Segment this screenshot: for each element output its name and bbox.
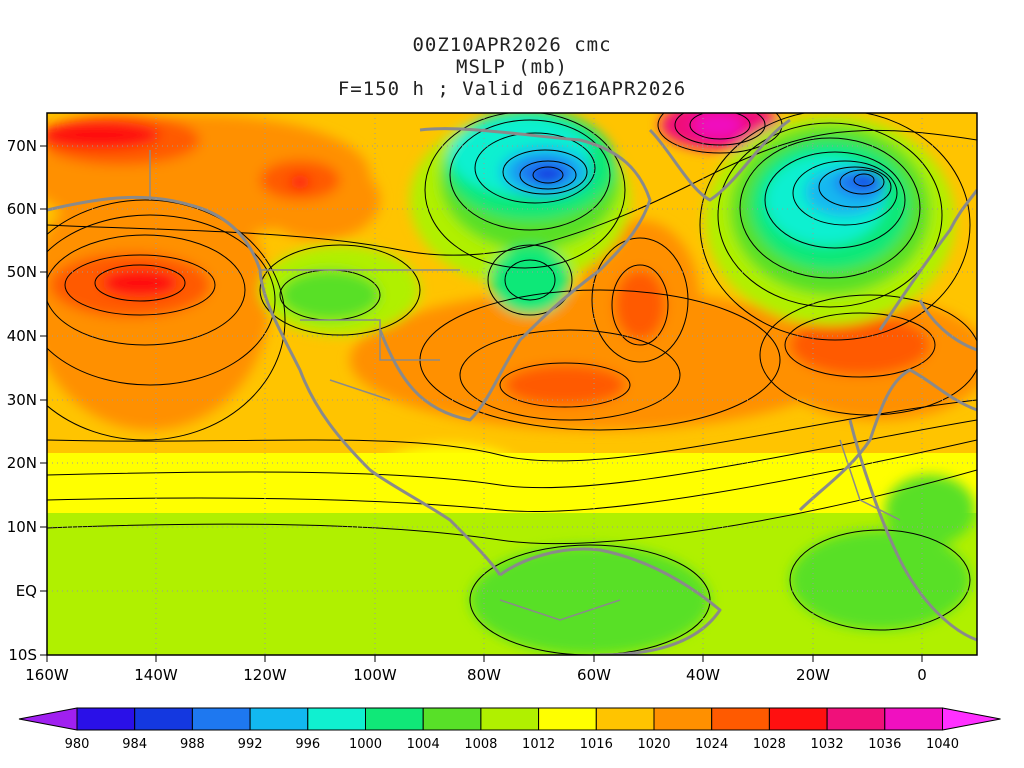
colorbar-label: 988	[180, 737, 205, 752]
longitude-labels: 160W 140W 120W 100W 80W 60W 40W 20W 0	[25, 666, 927, 684]
lat-label: 10S	[8, 646, 37, 664]
map-title: 00Z10APR2026 cmc MSLP (mb) F=150 h ; Val…	[0, 34, 1024, 100]
colorbar-swatch	[249, 707, 309, 731]
lat-label: 10N	[7, 518, 37, 536]
colorbar-label: 1036	[868, 737, 901, 752]
colorbar-label: 1004	[407, 737, 440, 752]
colorbar-label: 980	[65, 737, 90, 752]
colorbar-swatch	[76, 707, 136, 731]
colorbar-swatch	[365, 707, 424, 731]
pressure-field	[47, 113, 977, 655]
colorbar-swatch	[538, 707, 597, 731]
title-line-field: MSLP (mb)	[456, 56, 568, 78]
lat-label: 60N	[7, 200, 37, 218]
colorbar-swatch	[653, 707, 713, 731]
lat-label: 20N	[7, 454, 37, 472]
colorbar-label: 1012	[522, 737, 555, 752]
lon-label: 20W	[796, 666, 830, 684]
colorbar-swatch	[134, 707, 193, 731]
colorbar-label: 1000	[349, 737, 382, 752]
colorbar-label: 1008	[464, 737, 497, 752]
lon-label: 100W	[353, 666, 397, 684]
colorbar-swatch	[191, 707, 251, 731]
colorbar-label: 996	[295, 737, 320, 752]
lon-label: 160W	[25, 666, 69, 684]
colorbar-label: 1040	[926, 737, 959, 752]
colorbar-swatch	[307, 707, 366, 731]
plot-frame	[46, 112, 978, 656]
axis-ticks	[40, 145, 923, 662]
colorbar-swatch	[826, 707, 886, 731]
colorbar-label: 1028	[753, 737, 786, 752]
coastlines	[47, 118, 977, 655]
lat-label: 70N	[7, 137, 37, 155]
colorbar-swatch	[711, 707, 770, 731]
colorbar-swatch	[884, 707, 943, 731]
colorbar-label: 1016	[580, 737, 613, 752]
political-borders	[149, 150, 901, 621]
lon-label: 120W	[243, 666, 287, 684]
colorbar-label: 1020	[637, 737, 670, 752]
colorbar-label: 984	[122, 737, 147, 752]
lat-lon-grid	[47, 113, 977, 655]
latitude-labels: 70N 60N 50N 40N 30N 20N 10N EQ 10S	[7, 137, 37, 664]
colorbar-label: 992	[238, 737, 263, 752]
lon-label: 40W	[686, 666, 720, 684]
colorbar-swatch	[422, 707, 482, 731]
colorbar-swatch	[595, 707, 655, 731]
colorbar: 980 984 988 992 996 1000 1004 1008 1012 1016 1020 1…	[18, 707, 1001, 752]
colorbar-max-arrow	[942, 707, 1001, 731]
colorbar-swatch	[768, 707, 828, 731]
colorbar-label: 1032	[811, 737, 844, 752]
lat-label: 50N	[7, 263, 37, 281]
lon-label: 0	[917, 666, 927, 684]
colorbar-label: 1024	[695, 737, 728, 752]
lat-label: EQ	[16, 582, 37, 600]
lat-label: 40N	[7, 327, 37, 345]
lon-label: 140W	[134, 666, 178, 684]
lon-label: 80W	[467, 666, 501, 684]
colorbar-min-arrow	[18, 707, 78, 731]
lon-label: 60W	[577, 666, 611, 684]
title-line-run: 00Z10APR2026 cmc	[412, 34, 612, 56]
colorbar-swatch	[480, 707, 540, 731]
title-line-valid: F=150 h ; Valid 06Z16APR2026	[337, 78, 687, 100]
lat-label: 30N	[7, 391, 37, 409]
